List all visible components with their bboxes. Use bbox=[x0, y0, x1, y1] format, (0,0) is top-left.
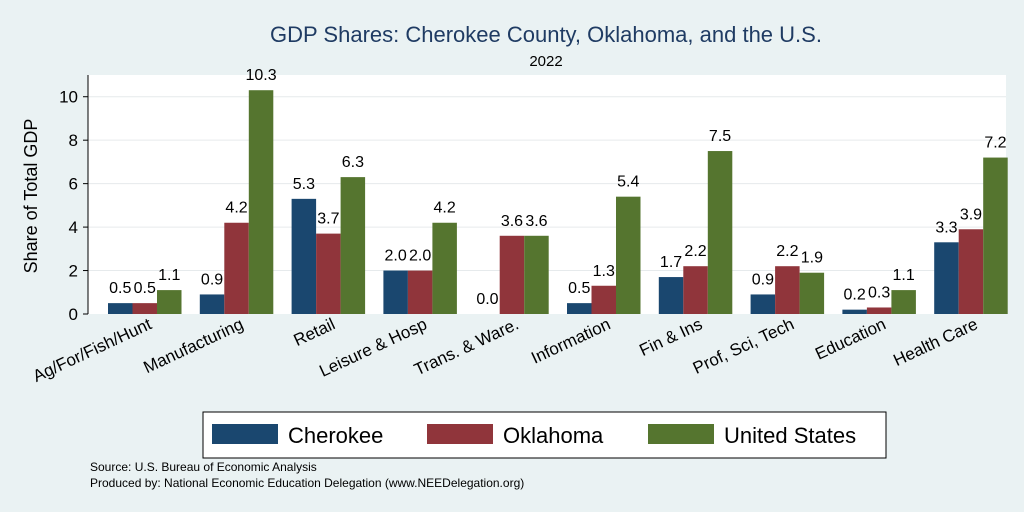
bar-2-2 bbox=[340, 177, 366, 314]
data-label: 3.9 bbox=[960, 206, 982, 223]
category-label: Trans. & Ware. bbox=[411, 314, 521, 379]
data-label: 6.3 bbox=[342, 154, 364, 171]
legend-label: United States bbox=[724, 423, 856, 448]
bar-0-7 bbox=[750, 294, 776, 314]
category-label: Retail bbox=[291, 314, 338, 350]
data-label: 0.2 bbox=[844, 287, 866, 304]
source-note: Source: U.S. Bureau of Economic Analysis bbox=[90, 460, 317, 474]
y-tick-label: 8 bbox=[69, 131, 78, 150]
bar-1-5 bbox=[591, 285, 616, 314]
data-label: 0.3 bbox=[868, 284, 890, 301]
data-label: 0.9 bbox=[201, 271, 223, 288]
y-tick-label: 6 bbox=[69, 175, 78, 194]
legend-swatch bbox=[427, 424, 493, 444]
legend-label: Cherokee bbox=[288, 423, 383, 448]
data-label: 1.9 bbox=[801, 250, 823, 267]
data-label: 0.0 bbox=[476, 291, 498, 308]
data-label: 7.5 bbox=[709, 128, 731, 145]
category-label: Information bbox=[528, 314, 613, 367]
category-label: Health Care bbox=[890, 314, 980, 370]
bar-1-8 bbox=[866, 307, 892, 314]
category-label: Fin & Ins bbox=[636, 314, 705, 360]
bar-0-2 bbox=[291, 198, 317, 314]
data-label: 1.1 bbox=[893, 267, 915, 284]
bar-2-7 bbox=[799, 272, 825, 314]
y-axis-ticks: 0 2 4 6 8 10 bbox=[59, 88, 88, 324]
legend: Cherokee Oklahoma United States bbox=[202, 411, 887, 459]
data-label: 5.4 bbox=[617, 174, 639, 191]
data-label: 2.0 bbox=[385, 248, 407, 265]
data-label: 0.5 bbox=[134, 280, 156, 297]
data-label: 3.7 bbox=[317, 211, 339, 228]
data-label: 0.5 bbox=[109, 280, 131, 297]
legend-label: Oklahoma bbox=[503, 423, 604, 448]
bar-1-4 bbox=[499, 235, 525, 314]
data-label: 3.6 bbox=[501, 213, 523, 230]
data-label: 4.2 bbox=[225, 200, 247, 217]
bar-1-3 bbox=[407, 270, 433, 314]
bar-2-4 bbox=[524, 235, 549, 314]
y-tick-label: 4 bbox=[69, 218, 78, 237]
category-label: Education bbox=[812, 314, 889, 363]
data-label: 3.6 bbox=[525, 213, 547, 230]
data-label: 0.9 bbox=[752, 271, 774, 288]
data-label: 1.1 bbox=[158, 267, 180, 284]
legend-swatch bbox=[648, 424, 714, 444]
bar-1-2 bbox=[316, 233, 341, 314]
data-label: 10.3 bbox=[245, 67, 276, 84]
bar-1-9 bbox=[958, 229, 984, 314]
bar-0-1 bbox=[199, 294, 225, 314]
bar-1-0 bbox=[132, 303, 157, 314]
bars bbox=[108, 90, 1008, 314]
data-label: 1.3 bbox=[593, 263, 615, 280]
legend-box bbox=[202, 411, 887, 459]
data-label: 5.3 bbox=[293, 176, 315, 193]
bar-2-5 bbox=[616, 196, 641, 314]
y-tick-label: 0 bbox=[69, 305, 78, 324]
bar-0-9 bbox=[934, 242, 959, 314]
y-axis-label: Share of Total GDP bbox=[21, 119, 41, 274]
data-label: 2.2 bbox=[684, 243, 706, 260]
bar-1-1 bbox=[224, 222, 249, 314]
bar-0-0 bbox=[108, 303, 133, 314]
y-tick-label: 10 bbox=[59, 88, 78, 107]
data-label: 3.3 bbox=[935, 219, 957, 236]
data-labels: 0.5 0.9 5.3 2.0 0.0 0.5 1.7 0.9 0.2 3.3 0.5 4.2 3.7 2… bbox=[109, 67, 1007, 308]
bar-0-5 bbox=[567, 303, 592, 314]
data-label: 7.2 bbox=[984, 135, 1006, 152]
data-label: 2.0 bbox=[409, 248, 431, 265]
produced-note: Produced by: National Economic Education… bbox=[90, 476, 525, 490]
category-label: Manufacturing bbox=[141, 314, 247, 377]
bar-2-1 bbox=[248, 90, 274, 314]
data-label: 4.2 bbox=[434, 200, 456, 217]
data-label: 0.5 bbox=[568, 280, 590, 297]
bar-0-8 bbox=[842, 309, 867, 314]
category-label: Prof, Sci, Tech bbox=[690, 314, 797, 377]
chart-subtitle: 2022 bbox=[529, 53, 562, 70]
bar-0-3 bbox=[383, 270, 408, 314]
y-tick-label: 2 bbox=[69, 262, 78, 281]
bar-2-0 bbox=[157, 290, 182, 314]
category-label: Ag/For/Fish/Hunt bbox=[30, 314, 155, 386]
bar-0-6 bbox=[658, 277, 684, 314]
bar-2-9 bbox=[983, 157, 1008, 314]
bar-2-8 bbox=[891, 290, 916, 314]
data-label: 2.2 bbox=[776, 243, 798, 260]
bar-1-7 bbox=[775, 266, 800, 314]
legend-swatch bbox=[212, 424, 278, 444]
bar-2-3 bbox=[432, 222, 457, 314]
bar-1-6 bbox=[683, 266, 708, 314]
bar-2-6 bbox=[707, 151, 733, 314]
chart-title: GDP Shares: Cherokee County, Oklahoma, a… bbox=[270, 22, 822, 47]
data-label: 1.7 bbox=[660, 254, 682, 271]
